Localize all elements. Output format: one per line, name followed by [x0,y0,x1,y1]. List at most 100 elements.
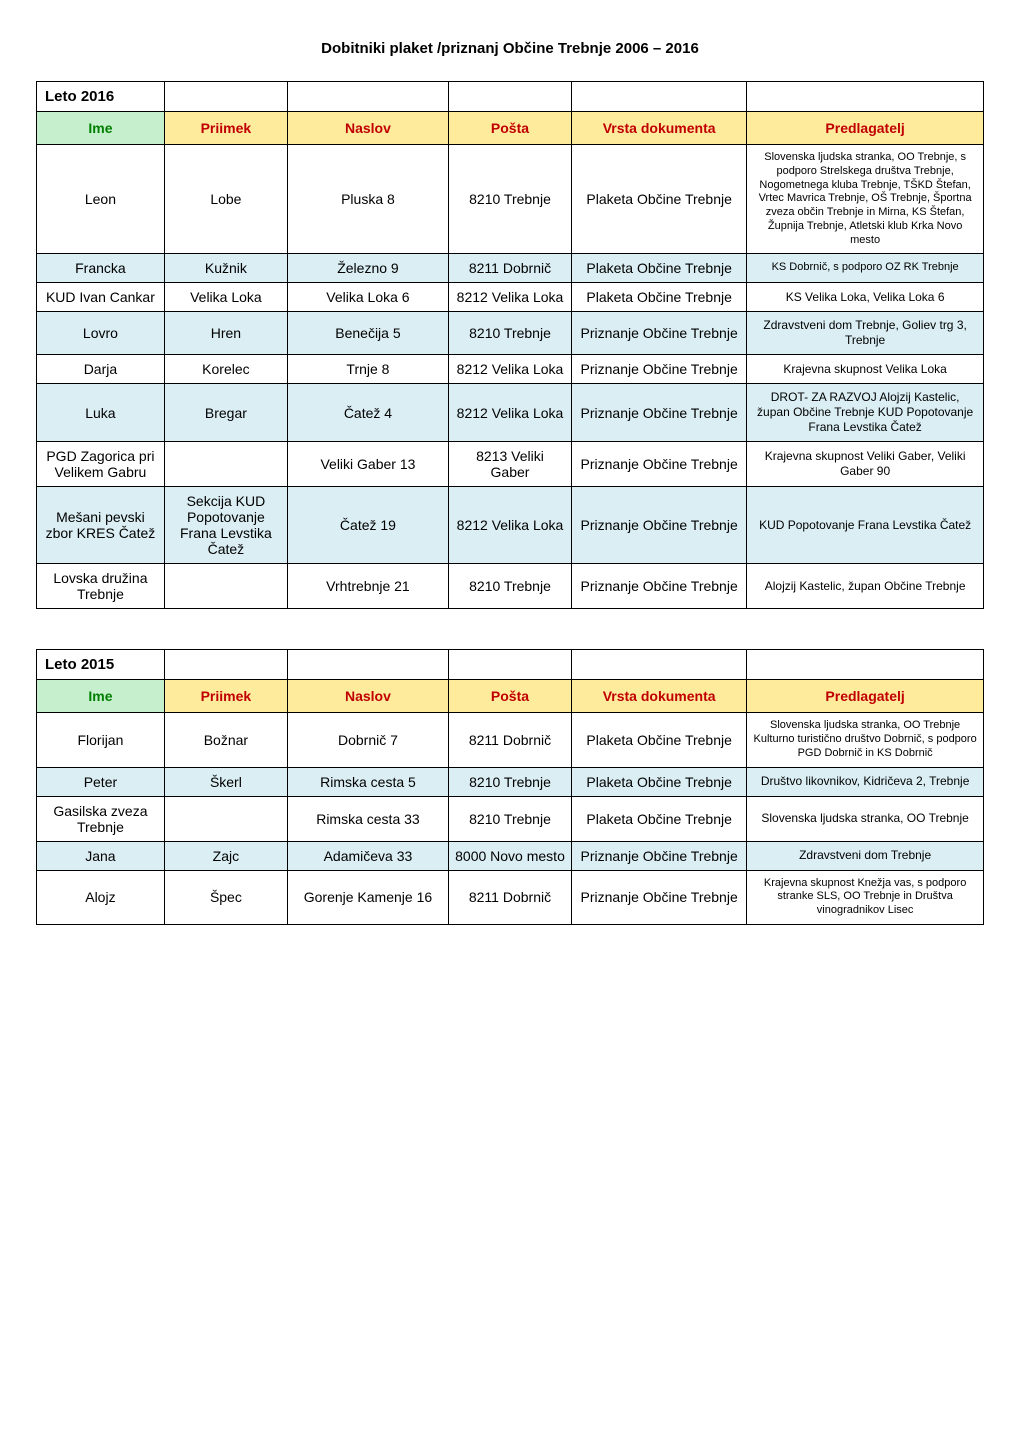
table-row: Luka Bregar Čatež 4 8212 Velika Loka Pri… [37,384,984,442]
col-header-vrsta: Vrsta dokumenta [572,112,747,145]
header-row: Ime Priimek Naslov Pošta Vrsta dokumenta… [37,680,984,713]
cell-naslov: Vrhtrebnje 21 [287,564,448,609]
cell-ime: Leon [37,145,165,254]
cell-priimek: Zajc [164,841,287,870]
cell-ime: Lovska družina Trebnje [37,564,165,609]
data-table: Leto 2016 Ime Priimek Naslov Pošta Vrsta… [36,81,984,609]
cell-vrsta: Plaketa Občine Trebnje [572,796,747,841]
col-header-predl: Predlagatelj [747,112,984,145]
cell-naslov: Velika Loka 6 [287,283,448,312]
cell-vrsta: Plaketa Občine Trebnje [572,713,747,767]
cell-posta: 8210 Trebnje [448,796,571,841]
blank-head [287,650,448,680]
cell-predl: KS Velika Loka, Velika Loka 6 [747,283,984,312]
cell-vrsta: Priznanje Občine Trebnje [572,355,747,384]
cell-predl: Slovenska ljudska stranka, OO Trebnje Ku… [747,713,984,767]
col-header-predl: Predlagatelj [747,680,984,713]
cell-naslov: Gorenje Kamenje 16 [287,870,448,924]
cell-vrsta: Priznanje Občine Trebnje [572,384,747,442]
cell-vrsta: Priznanje Občine Trebnje [572,564,747,609]
year-cell: Leto 2015 [37,650,165,680]
cell-predl: Krajevna skupnost Knežja vas, s podporo … [747,870,984,924]
cell-posta: 8212 Velika Loka [448,283,571,312]
blank-head [448,82,571,112]
cell-priimek [164,564,287,609]
cell-priimek: Korelec [164,355,287,384]
blank-head [572,650,747,680]
cell-priimek: Špec [164,870,287,924]
cell-naslov: Pluska 8 [287,145,448,254]
cell-posta: 8000 Novo mesto [448,841,571,870]
table-row: Lovska družina Trebnje Vrhtrebnje 21 821… [37,564,984,609]
cell-posta: 8212 Velika Loka [448,384,571,442]
cell-posta: 8211 Dobrnič [448,254,571,283]
table-row: KUD Ivan Cankar Velika Loka Velika Loka … [37,283,984,312]
cell-naslov: Rimska cesta 33 [287,796,448,841]
cell-ime: Francka [37,254,165,283]
cell-naslov: Rimska cesta 5 [287,767,448,796]
col-header-priimek: Priimek [164,680,287,713]
cell-predl: DROT- ZA RAZVOJ Alojzij Kastelic, župan … [747,384,984,442]
blank-head [747,82,984,112]
table-row: PGD Zagorica pri Velikem Gabru Veliki Ga… [37,442,984,487]
col-header-ime: Ime [37,680,165,713]
cell-ime: Gasilska zveza Trebnje [37,796,165,841]
cell-priimek: Božnar [164,713,287,767]
cell-predl: Društvo likovnikov, Kidričeva 2, Trebnje [747,767,984,796]
cell-priimek [164,796,287,841]
cell-priimek: Sekcija KUD Popotovanje Frana Levstika Č… [164,487,287,564]
page-title: Dobitniki plaket /priznanj Občine Trebnj… [36,40,984,57]
cell-posta: 8210 Trebnje [448,145,571,254]
cell-vrsta: Plaketa Občine Trebnje [572,254,747,283]
col-header-naslov: Naslov [287,112,448,145]
cell-posta: 8210 Trebnje [448,312,571,355]
cell-ime: Luka [37,384,165,442]
table-row: Leon Lobe Pluska 8 8210 Trebnje Plaketa … [37,145,984,254]
cell-predl: Slovenska ljudska stranka, OO Trebnje, s… [747,145,984,254]
cell-ime: Darja [37,355,165,384]
table-row: Lovro Hren Benečija 5 8210 Trebnje Prizn… [37,312,984,355]
cell-predl: Zdravstveni dom Trebnje [747,841,984,870]
cell-ime: Florijan [37,713,165,767]
cell-priimek: Škerl [164,767,287,796]
cell-vrsta: Priznanje Občine Trebnje [572,487,747,564]
cell-priimek: Kužnik [164,254,287,283]
blank-head [448,650,571,680]
cell-priimek: Hren [164,312,287,355]
cell-posta: 8210 Trebnje [448,564,571,609]
cell-vrsta: Plaketa Občine Trebnje [572,767,747,796]
cell-ime: Jana [37,841,165,870]
cell-predl: Slovenska ljudska stranka, OO Trebnje [747,796,984,841]
cell-vrsta: Priznanje Občine Trebnje [572,870,747,924]
cell-ime: Peter [37,767,165,796]
cell-predl: KS Dobrnič, s podporo OZ RK Trebnje [747,254,984,283]
cell-naslov: Čatež 19 [287,487,448,564]
cell-priimek: Velika Loka [164,283,287,312]
data-table: Leto 2015 Ime Priimek Naslov Pošta Vrsta… [36,649,984,925]
col-header-posta: Pošta [448,680,571,713]
cell-naslov: Dobrnič 7 [287,713,448,767]
cell-posta: 8213 Veliki Gaber [448,442,571,487]
cell-posta: 8212 Velika Loka [448,355,571,384]
cell-ime: PGD Zagorica pri Velikem Gabru [37,442,165,487]
blank-head [164,82,287,112]
blank-head [747,650,984,680]
cell-naslov: Adamičeva 33 [287,841,448,870]
blank-head [287,82,448,112]
cell-posta: 8212 Velika Loka [448,487,571,564]
col-header-posta: Pošta [448,112,571,145]
cell-naslov: Železno 9 [287,254,448,283]
table-row: Jana Zajc Adamičeva 33 8000 Novo mesto P… [37,841,984,870]
blank-head [164,650,287,680]
table-row: Gasilska zveza Trebnje Rimska cesta 33 8… [37,796,984,841]
cell-priimek: Lobe [164,145,287,254]
table-row: Mešani pevski zbor KRES Čatež Sekcija KU… [37,487,984,564]
col-header-naslov: Naslov [287,680,448,713]
cell-ime: KUD Ivan Cankar [37,283,165,312]
cell-vrsta: Priznanje Občine Trebnje [572,312,747,355]
cell-predl: Krajevna skupnost Veliki Gaber, Veliki G… [747,442,984,487]
year-row: Leto 2015 [37,650,984,680]
cell-priimek: Bregar [164,384,287,442]
cell-ime: Alojz [37,870,165,924]
cell-posta: 8211 Dobrnič [448,870,571,924]
